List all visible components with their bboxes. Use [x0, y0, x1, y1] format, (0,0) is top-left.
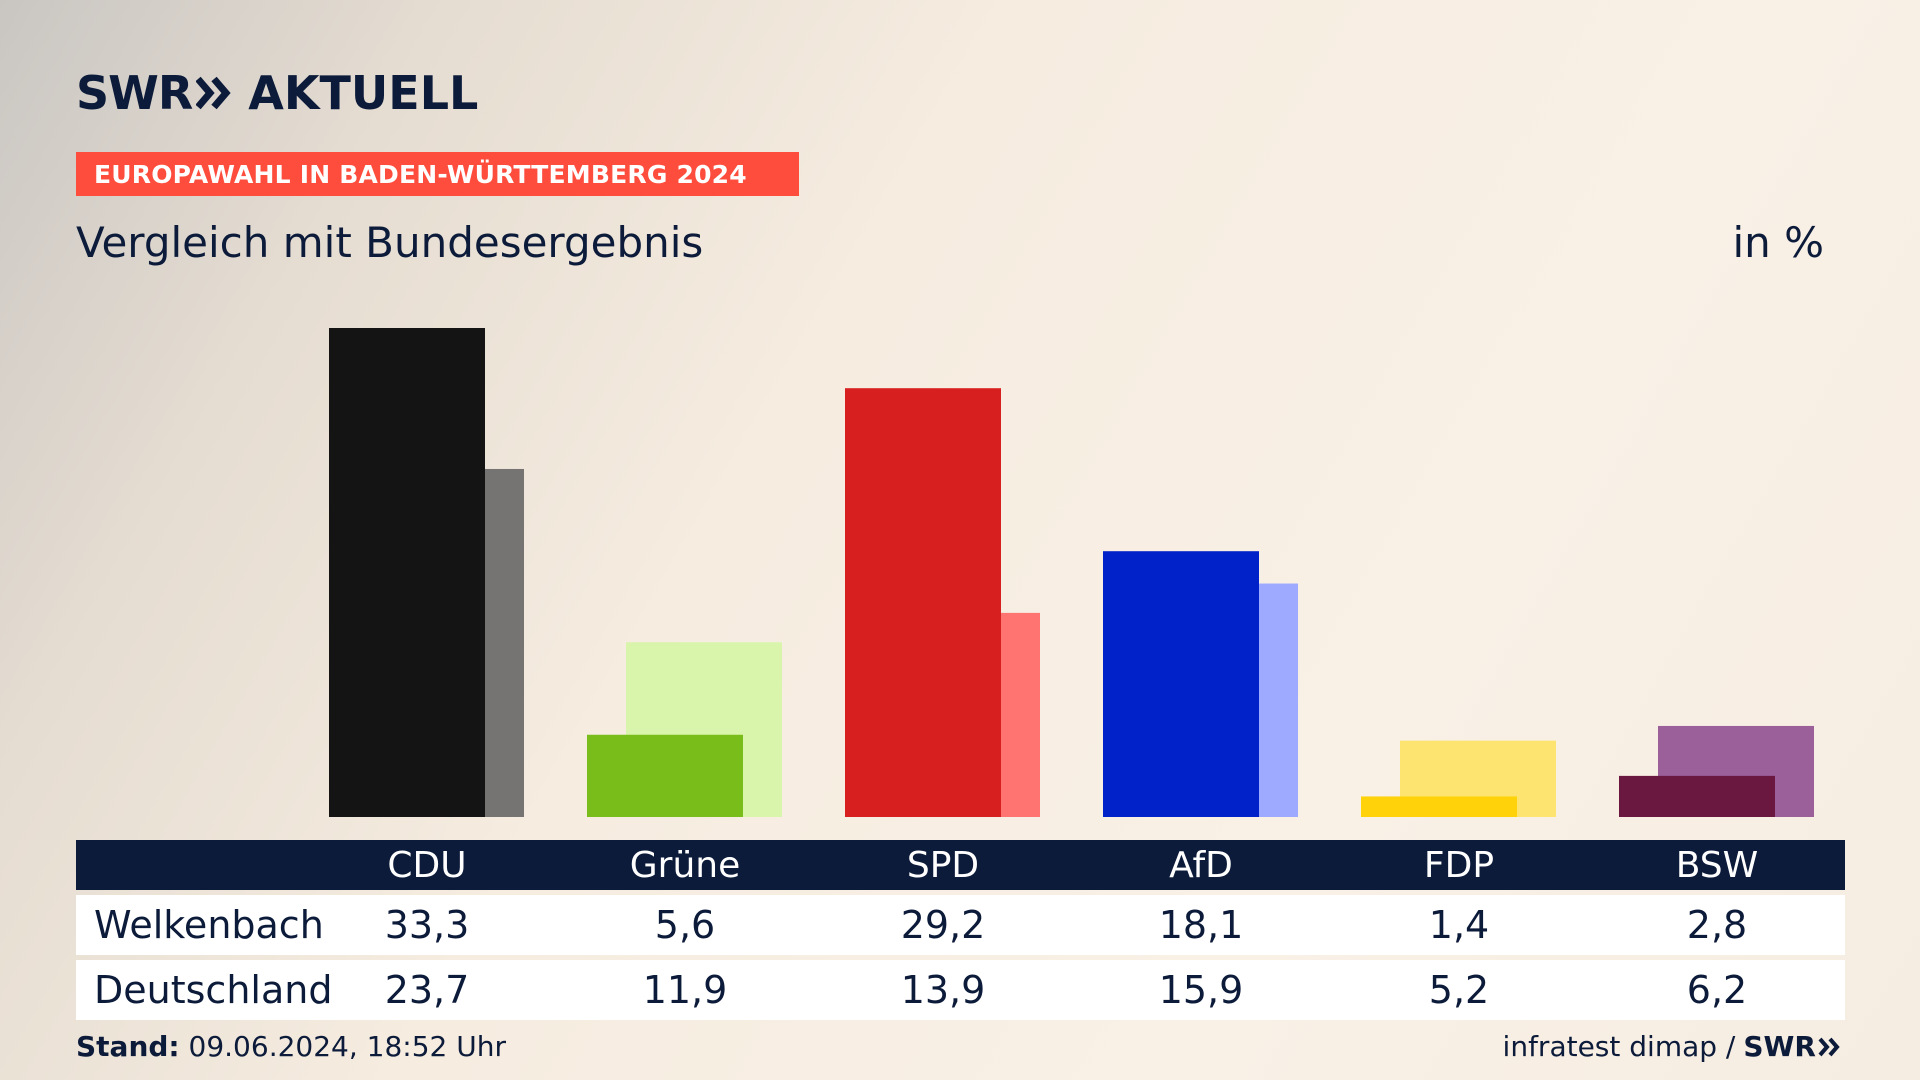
value-cell: 5,6 [654, 903, 716, 947]
small-double-chevron-icon [1818, 1037, 1840, 1056]
election-banner: EUROPAWAHL IN BADEN-WÜRTTEMBERG 2024 [76, 152, 799, 196]
header-party-4: FDP [1423, 844, 1495, 886]
row-label-deutschland: Deutschland [94, 968, 333, 1012]
header-party-2: SPD [906, 844, 980, 886]
unit-label: in % [1732, 218, 1824, 267]
value-cell: 29,2 [900, 903, 986, 947]
results-table: CDU Grüne SPD AfD FDP BSW Welkenbach 33,… [76, 840, 1845, 1020]
double-chevron-icon [196, 76, 231, 110]
value-cell: 13,9 [900, 968, 986, 1012]
timestamp: Stand: 09.06.2024, 18:52 Uhr [76, 1030, 506, 1063]
stand-value: 09.06.2024, 18:52 Uhr [188, 1030, 506, 1063]
stand-label: Stand: [76, 1030, 180, 1063]
value-cell: 15,9 [1158, 968, 1244, 1012]
table-row-welkenbach: Welkenbach 33,3 5,6 29,2 18,1 1,4 2,8 [76, 895, 1845, 955]
bar-chart [329, 328, 1814, 817]
value-cell: 11,9 [642, 968, 728, 1012]
bar-welkenbach-cdu [329, 328, 485, 817]
logo-aktuell-text: AKTUELL [248, 66, 479, 120]
source-text: infratest dimap / [1502, 1030, 1736, 1063]
header-party-1: Grüne [629, 844, 741, 886]
bar-welkenbach-spd [845, 388, 1001, 817]
table-row-deutschland: Deutschland 23,7 11,9 13,9 15,9 5,2 6,2 [76, 960, 1845, 1020]
table-header-row: CDU Grüne SPD AfD FDP BSW [76, 840, 1845, 890]
bar-welkenbach-bsw [1619, 775, 1775, 817]
bar-welkenbach-afd [1103, 551, 1259, 817]
logo-swr-text: SWR [76, 66, 193, 120]
header-party-0: CDU [387, 844, 467, 886]
value-cell: 2,8 [1686, 903, 1748, 947]
value-cell: 18,1 [1158, 903, 1244, 947]
value-cell: 33,3 [384, 903, 470, 947]
swr-aktuell-logo: SWR AKTUELL [76, 66, 478, 120]
value-cell: 5,2 [1428, 968, 1490, 1012]
value-cell: 1,4 [1428, 903, 1490, 947]
bar-welkenbach-fdp [1361, 796, 1517, 817]
swr-small-logo: SWR [1743, 1030, 1816, 1063]
bar-welkenbach-grüne [587, 734, 743, 817]
header-party-5: BSW [1675, 844, 1759, 886]
chart-subtitle: Vergleich mit Bundesergebnis [76, 218, 704, 267]
source-credit: infratest dimap / SWR [1503, 1030, 1844, 1063]
value-cell: 6,2 [1686, 968, 1748, 1012]
row-label-welkenbach: Welkenbach [94, 903, 324, 947]
value-cell: 23,7 [384, 968, 470, 1012]
header-party-3: AfD [1169, 844, 1233, 886]
